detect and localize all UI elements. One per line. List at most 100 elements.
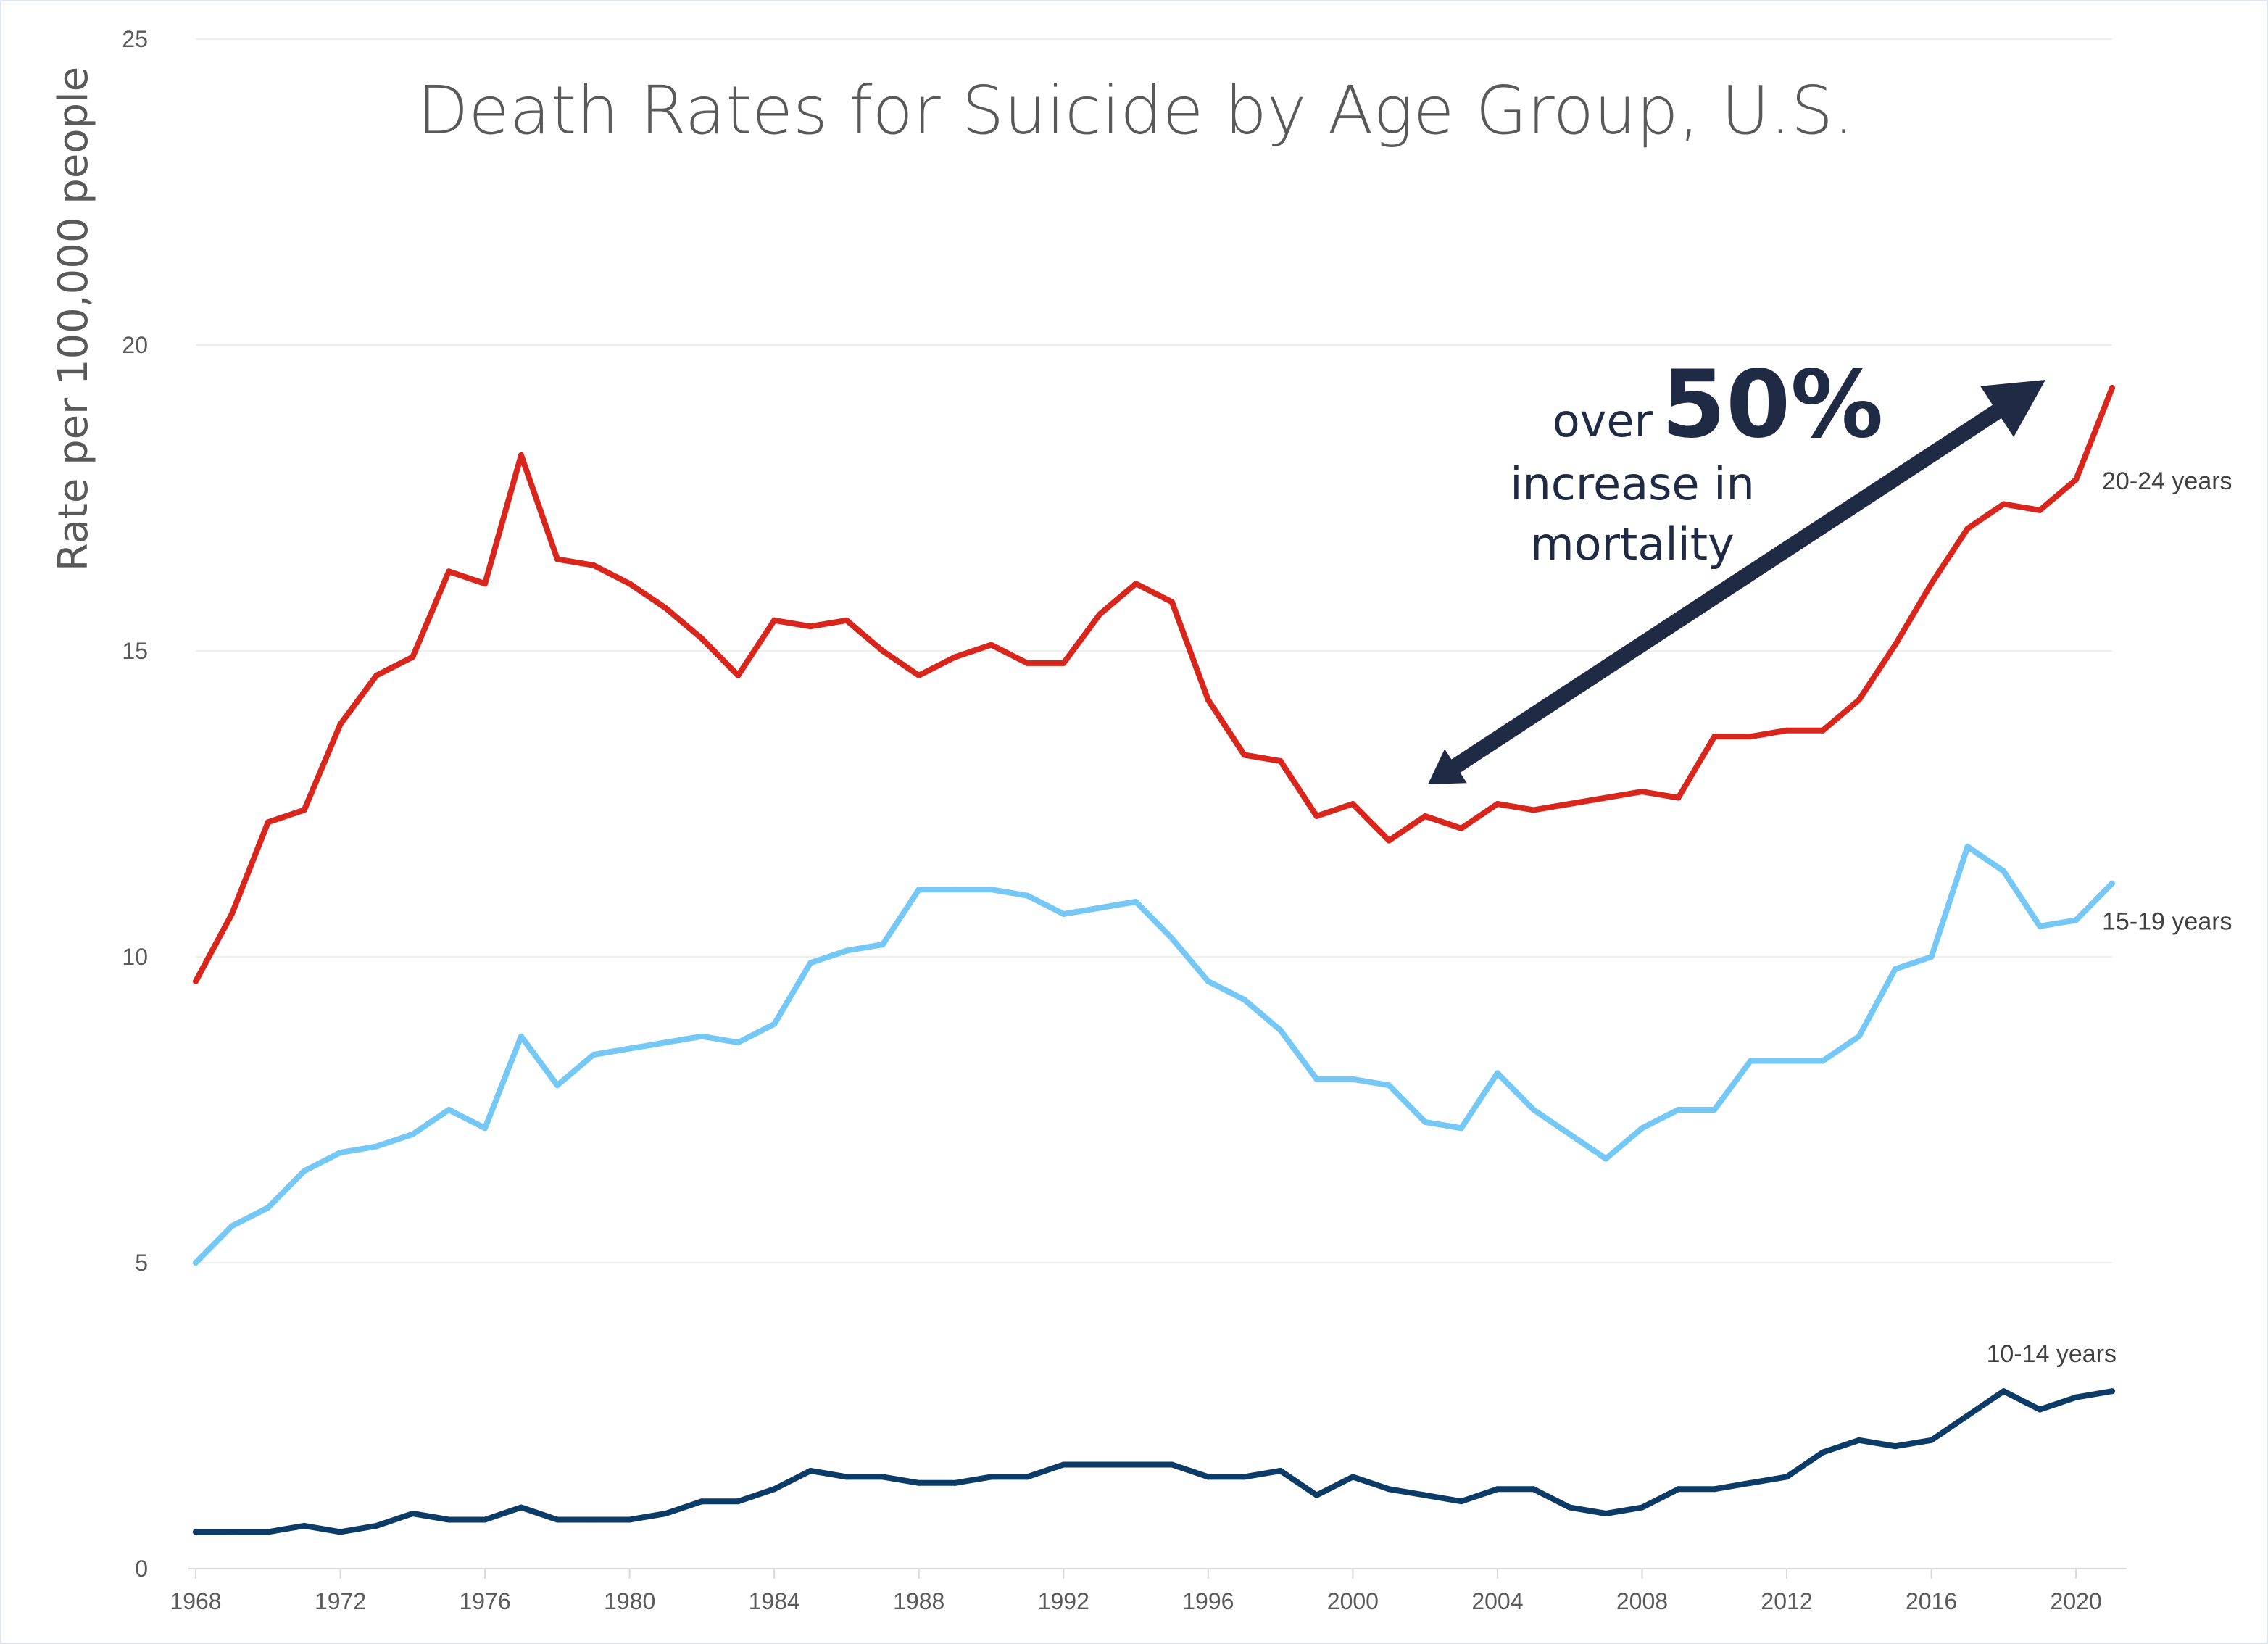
y-tick-label: 0 [135,1556,148,1582]
data-point [482,1516,489,1523]
data-point [1566,1131,1573,1137]
data-point [1422,1118,1429,1125]
data-point [1494,801,1500,807]
data-point [1422,1492,1429,1498]
data-point [1133,899,1139,905]
x-tick-label: 1988 [893,1588,944,1614]
data-point [1350,1474,1356,1480]
data-point [662,1039,669,1046]
data-point [1422,813,1429,819]
data-point [518,1504,524,1511]
series-label: 20-24 years [2102,468,2232,495]
chart-title: Death Rates for Suicide by Age Group, U.… [418,72,1855,149]
series-line-20-24-years [193,385,2115,984]
data-point [590,1052,597,1058]
data-point [915,1479,922,1486]
data-point [952,654,958,660]
data-point [843,617,850,623]
data-point [193,1260,199,1266]
data-point [2073,917,2080,923]
data-point [1277,1467,1284,1474]
data-point [337,721,344,728]
data-point [1819,1449,1826,1456]
data-point [1711,1107,1718,1113]
data-point [1856,1033,1862,1039]
data-point [2037,923,2043,929]
data-point [1530,807,1537,813]
data-point [554,556,560,562]
data-point [771,617,778,623]
data-point [1530,1486,1537,1493]
x-tick-label: 1976 [460,1588,511,1614]
data-point [1892,966,1898,972]
data-point [1386,837,1392,844]
data-point [1603,794,1609,801]
data-point [2073,1394,2080,1400]
data-point [1350,801,1356,807]
data-point [1277,757,1284,764]
data-point [1168,935,1175,942]
data-point [1748,1479,1754,1486]
data-point [1892,642,1898,648]
data-point [735,672,742,678]
data-point [1928,954,1935,960]
data-point [1784,727,1790,734]
data-point [590,1516,597,1523]
data-point [482,1125,489,1132]
x-tick-label: 2004 [1471,1588,1523,1614]
data-point [1458,1498,1465,1505]
data-point [1097,905,1103,911]
data-point [1060,910,1067,917]
data-point [446,568,452,575]
data-point [1350,1076,1356,1082]
data-point [228,1223,235,1229]
data-point [1603,1511,1609,1517]
data-point [988,1474,994,1480]
data-point [662,605,669,611]
data-point [1928,581,1935,587]
data-point [446,1107,452,1113]
data-point [1060,660,1067,666]
data-point [193,978,199,984]
series-label: 10-14 years [1986,1340,2117,1368]
annotation-over: over [1553,394,1653,447]
data-point [1964,1413,1971,1419]
data-point [1386,1082,1392,1089]
data-point [265,819,271,826]
data-point [1205,697,1211,703]
data-point [1748,1058,1754,1064]
data-point [626,1516,633,1523]
data-point [699,636,705,642]
data-point [1313,1076,1320,1082]
data-point [301,807,307,813]
annotation-percent: 50% [1661,351,1883,459]
data-point [554,1516,560,1523]
data-point [626,581,633,587]
data-point [626,1045,633,1052]
data-point [1168,599,1175,605]
axes: 0 5 10 15 20 25 1968 1972 1976 1980 1984 1988 1992 19… [122,26,2127,1614]
data-point [410,1511,416,1517]
data-point [1819,727,1826,734]
data-point [1060,1461,1067,1468]
data-point [518,452,524,458]
data-point [1530,1107,1537,1113]
data-point [2037,1406,2043,1413]
y-tick-label: 25 [122,26,148,52]
data-point [228,910,235,917]
data-point [771,1486,778,1493]
data-point [1928,1437,1935,1443]
data-point [1784,1474,1790,1480]
data-point [1566,1504,1573,1511]
data-point [2001,501,2007,507]
data-point [879,1474,886,1480]
data-point [337,1529,344,1535]
data-point [2109,385,2115,391]
data-point [843,1474,850,1480]
data-point [1241,997,1247,1003]
data-point [1133,1461,1139,1468]
data-point [1024,660,1031,666]
gridlines [196,38,2112,1263]
data-point [662,1511,669,1517]
